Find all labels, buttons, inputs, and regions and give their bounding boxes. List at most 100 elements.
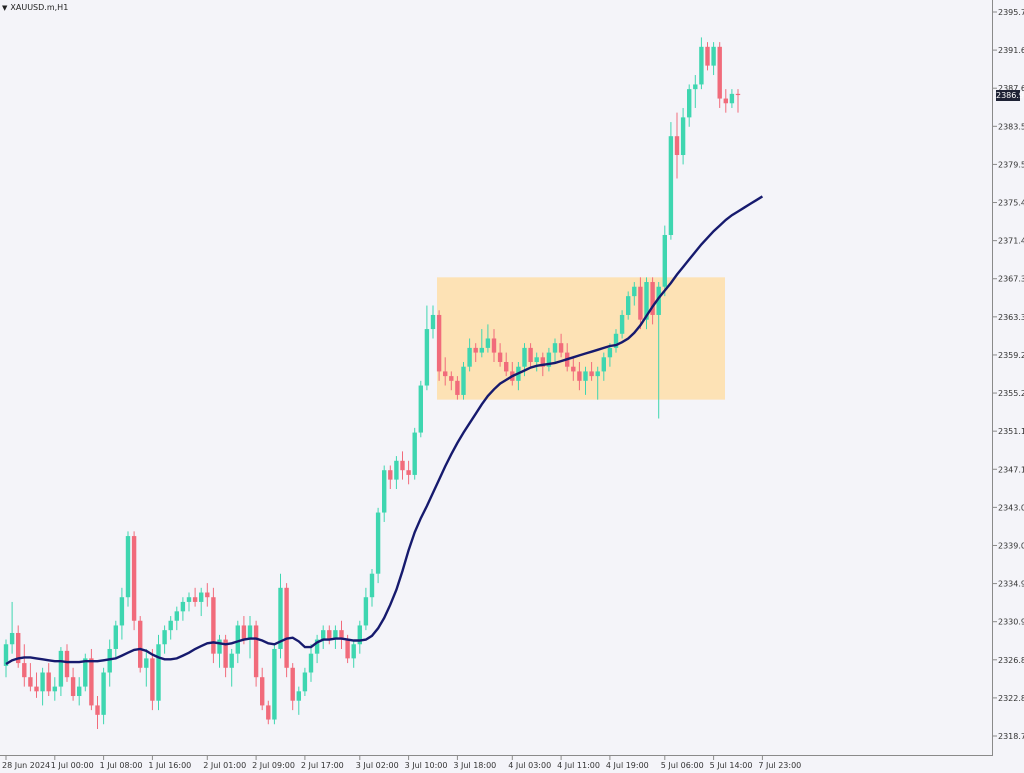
bear-candle[interactable] [504,362,509,372]
bull-candle[interactable] [644,282,649,320]
bull-candle[interactable] [77,686,82,697]
bull-candle[interactable] [119,597,125,626]
bull-candle[interactable] [467,347,472,367]
bull-candle[interactable] [369,573,375,598]
bull-candle[interactable] [522,347,527,367]
bull-candle[interactable] [699,46,704,85]
bear-candle[interactable] [34,686,39,692]
bull-candle[interactable] [58,650,64,687]
bull-candle[interactable] [412,432,417,475]
bear-candle[interactable] [192,597,198,602]
bull-candle[interactable] [278,587,283,649]
bull-candle[interactable] [168,620,173,631]
bear-candle[interactable] [577,371,582,381]
bear-candle[interactable] [650,282,655,315]
bull-candle[interactable] [162,630,167,645]
bull-candle[interactable] [711,46,716,66]
bull-candle[interactable] [613,333,619,348]
bear-candle[interactable] [138,620,143,668]
bear-candle[interactable] [449,376,454,381]
bear-candle[interactable] [491,338,497,353]
bull-candle[interactable] [485,338,491,348]
bear-candle[interactable] [253,625,259,678]
bear-candle[interactable] [339,630,344,640]
bull-candle[interactable] [461,366,466,395]
bull-candle[interactable] [479,347,484,353]
bull-candle[interactable] [662,234,667,287]
bull-candle[interactable] [199,592,204,602]
bear-candle[interactable] [400,460,405,471]
bear-candle[interactable] [571,366,576,372]
bull-candle[interactable] [680,117,686,156]
bull-candle[interactable] [52,686,57,692]
bull-candle[interactable] [668,136,674,235]
bear-candle[interactable] [735,93,741,96]
bear-candle[interactable] [150,658,155,701]
bull-candle[interactable] [113,625,118,649]
bull-candle[interactable] [583,371,588,381]
bear-candle[interactable] [131,536,137,621]
bull-candle[interactable] [534,357,539,363]
bull-candle[interactable] [626,296,631,315]
bull-candle[interactable] [430,314,436,330]
bull-candle[interactable] [186,597,192,602]
bear-candle[interactable] [473,347,478,353]
bear-candle[interactable] [327,630,332,640]
bear-candle[interactable] [205,592,210,598]
symbol-label[interactable]: ▼ XAUUSD.m,H1 [2,3,68,12]
bull-candle[interactable] [9,632,15,645]
bull-candle[interactable] [302,672,308,692]
bull-candle[interactable] [217,639,222,654]
bull-candle[interactable] [363,597,369,626]
bull-candle[interactable] [546,352,552,367]
bear-candle[interactable] [46,672,51,692]
bear-candle[interactable] [497,352,503,363]
bear-candle[interactable] [64,650,70,678]
bear-candle[interactable] [95,705,100,715]
bull-candle[interactable] [394,460,399,480]
bull-candle[interactable] [40,672,45,692]
bull-candle[interactable] [174,611,179,621]
bull-candle[interactable] [229,653,234,668]
bull-candle[interactable] [314,639,320,654]
bear-candle[interactable] [388,470,393,480]
bear-candle[interactable] [705,46,710,66]
bull-candle[interactable] [125,536,131,598]
bull-candle[interactable] [382,470,387,513]
bull-candle[interactable] [180,601,186,612]
bull-candle[interactable] [418,385,423,433]
bear-candle[interactable] [345,639,350,659]
bull-candle[interactable] [107,648,112,673]
bull-candle[interactable] [552,343,558,353]
bull-candle[interactable] [601,357,606,372]
bear-candle[interactable] [406,470,411,475]
bear-candle[interactable] [70,677,76,697]
bear-candle[interactable] [22,663,27,678]
bull-candle[interactable] [101,672,106,715]
bull-candle[interactable] [632,286,637,297]
bear-candle[interactable] [223,639,228,668]
bear-candle[interactable] [266,705,271,720]
bull-candle[interactable] [595,371,600,377]
bull-candle[interactable] [83,658,88,687]
bull-candle[interactable] [687,89,692,118]
bear-candle[interactable] [436,314,442,372]
bull-candle[interactable] [3,644,9,666]
bull-candle[interactable] [424,329,430,386]
triangle-down-icon[interactable]: ▼ [2,3,8,12]
bull-candle[interactable] [333,630,338,640]
bull-candle[interactable] [296,691,301,701]
bear-candle[interactable] [443,371,448,377]
bear-candle[interactable] [528,347,533,363]
bull-candle[interactable] [308,653,314,673]
bear-candle[interactable] [558,343,564,353]
bear-candle[interactable] [540,357,545,367]
bear-candle[interactable] [455,380,460,395]
bear-candle[interactable] [89,658,94,706]
bull-candle[interactable] [351,644,356,659]
bull-candle[interactable] [607,347,613,358]
bull-candle[interactable] [357,625,362,645]
bear-candle[interactable] [723,98,728,104]
